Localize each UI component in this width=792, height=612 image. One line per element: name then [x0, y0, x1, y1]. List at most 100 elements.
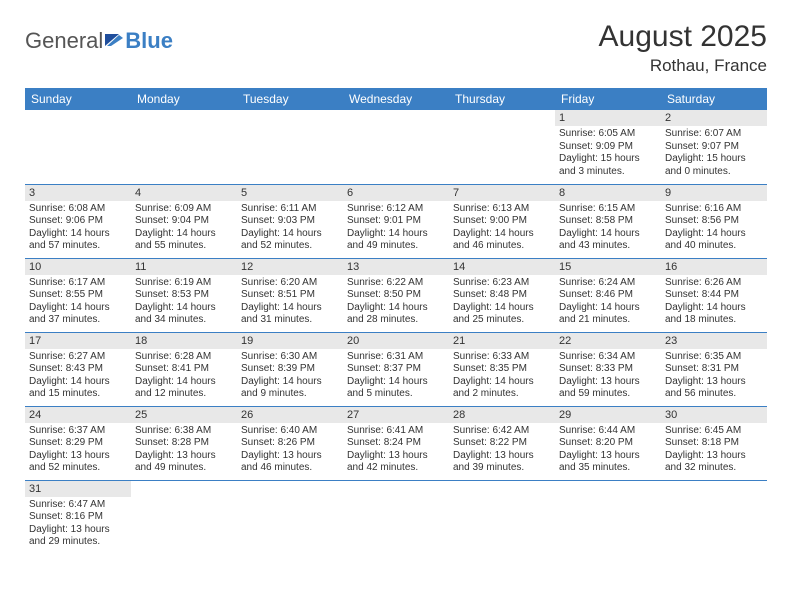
weekday-header-row: Sunday Monday Tuesday Wednesday Thursday…: [25, 88, 767, 110]
calendar-day-cell: 5Sunrise: 6:11 AMSunset: 9:03 PMDaylight…: [237, 184, 343, 258]
day-details: Sunrise: 6:16 AMSunset: 8:56 PMDaylight:…: [661, 201, 767, 257]
sunrise-text: Sunrise: 6:23 AM: [453, 277, 551, 290]
sunrise-text: Sunrise: 6:08 AM: [29, 203, 127, 216]
daylight-text: Daylight: 13 hours and 56 minutes.: [665, 376, 763, 401]
calendar-day-cell: 27Sunrise: 6:41 AMSunset: 8:24 PMDayligh…: [343, 406, 449, 480]
sunset-text: Sunset: 9:00 PM: [453, 215, 551, 228]
sunset-text: Sunset: 8:46 PM: [559, 289, 657, 302]
day-details: Sunrise: 6:08 AMSunset: 9:06 PMDaylight:…: [25, 201, 131, 257]
sunset-text: Sunset: 9:04 PM: [135, 215, 233, 228]
sunrise-text: Sunrise: 6:11 AM: [241, 203, 339, 216]
sunrise-text: Sunrise: 6:34 AM: [559, 351, 657, 364]
sunrise-text: Sunrise: 6:24 AM: [559, 277, 657, 290]
title-block: August 2025 Rothau, France: [599, 20, 767, 76]
daylight-text: Daylight: 14 hours and 55 minutes.: [135, 228, 233, 253]
calendar-day-cell: ..: [25, 110, 131, 184]
calendar-week-row: 3Sunrise: 6:08 AMSunset: 9:06 PMDaylight…: [25, 184, 767, 258]
calendar-day-cell: 8Sunrise: 6:15 AMSunset: 8:58 PMDaylight…: [555, 184, 661, 258]
sunrise-text: Sunrise: 6:45 AM: [665, 425, 763, 438]
day-number: 1: [555, 110, 661, 126]
sunrise-text: Sunrise: 6:47 AM: [29, 499, 127, 512]
daylight-text: Daylight: 14 hours and 37 minutes.: [29, 302, 127, 327]
day-details: Sunrise: 6:11 AMSunset: 9:03 PMDaylight:…: [237, 201, 343, 257]
sunrise-text: Sunrise: 6:38 AM: [135, 425, 233, 438]
sunset-text: Sunset: 8:41 PM: [135, 363, 233, 376]
daylight-text: Daylight: 13 hours and 32 minutes.: [665, 450, 763, 475]
sunset-text: Sunset: 8:26 PM: [241, 437, 339, 450]
day-details: Sunrise: 6:40 AMSunset: 8:26 PMDaylight:…: [237, 423, 343, 479]
day-details: Sunrise: 6:26 AMSunset: 8:44 PMDaylight:…: [661, 275, 767, 331]
brand-logo: General Blue: [25, 28, 173, 54]
day-details: Sunrise: 6:35 AMSunset: 8:31 PMDaylight:…: [661, 349, 767, 405]
calendar-day-cell: 24Sunrise: 6:37 AMSunset: 8:29 PMDayligh…: [25, 406, 131, 480]
day-number: 16: [661, 259, 767, 275]
calendar-day-cell: ..: [131, 110, 237, 184]
weekday-header: Saturday: [661, 88, 767, 110]
calendar-week-row: 31Sunrise: 6:47 AMSunset: 8:16 PMDayligh…: [25, 480, 767, 554]
sunrise-text: Sunrise: 6:27 AM: [29, 351, 127, 364]
page-title: August 2025: [599, 20, 767, 54]
day-details: Sunrise: 6:09 AMSunset: 9:04 PMDaylight:…: [131, 201, 237, 257]
sunset-text: Sunset: 8:33 PM: [559, 363, 657, 376]
calendar-day-cell: 28Sunrise: 6:42 AMSunset: 8:22 PMDayligh…: [449, 406, 555, 480]
daylight-text: Daylight: 13 hours and 46 minutes.: [241, 450, 339, 475]
daylight-text: Daylight: 14 hours and 5 minutes.: [347, 376, 445, 401]
calendar-day-cell: ..: [131, 480, 237, 554]
daylight-text: Daylight: 13 hours and 42 minutes.: [347, 450, 445, 475]
sunset-text: Sunset: 8:20 PM: [559, 437, 657, 450]
calendar-day-cell: 29Sunrise: 6:44 AMSunset: 8:20 PMDayligh…: [555, 406, 661, 480]
day-number: 22: [555, 333, 661, 349]
day-details: Sunrise: 6:05 AMSunset: 9:09 PMDaylight:…: [555, 126, 661, 182]
calendar-day-cell: ..: [237, 480, 343, 554]
sunset-text: Sunset: 8:35 PM: [453, 363, 551, 376]
day-details: Sunrise: 6:27 AMSunset: 8:43 PMDaylight:…: [25, 349, 131, 405]
day-details: Sunrise: 6:19 AMSunset: 8:53 PMDaylight:…: [131, 275, 237, 331]
sunrise-text: Sunrise: 6:09 AM: [135, 203, 233, 216]
calendar-day-cell: 20Sunrise: 6:31 AMSunset: 8:37 PMDayligh…: [343, 332, 449, 406]
calendar-day-cell: ..: [449, 110, 555, 184]
calendar-day-cell: ..: [661, 480, 767, 554]
calendar-day-cell: 25Sunrise: 6:38 AMSunset: 8:28 PMDayligh…: [131, 406, 237, 480]
sunset-text: Sunset: 8:29 PM: [29, 437, 127, 450]
day-details: Sunrise: 6:23 AMSunset: 8:48 PMDaylight:…: [449, 275, 555, 331]
sunrise-text: Sunrise: 6:07 AM: [665, 128, 763, 141]
sunset-text: Sunset: 8:24 PM: [347, 437, 445, 450]
day-number: 2: [661, 110, 767, 126]
daylight-text: Daylight: 14 hours and 31 minutes.: [241, 302, 339, 327]
sunset-text: Sunset: 8:51 PM: [241, 289, 339, 302]
day-details: Sunrise: 6:24 AMSunset: 8:46 PMDaylight:…: [555, 275, 661, 331]
daylight-text: Daylight: 14 hours and 25 minutes.: [453, 302, 551, 327]
calendar-day-cell: 10Sunrise: 6:17 AMSunset: 8:55 PMDayligh…: [25, 258, 131, 332]
sunset-text: Sunset: 9:03 PM: [241, 215, 339, 228]
day-number: 7: [449, 185, 555, 201]
day-number: 15: [555, 259, 661, 275]
sunset-text: Sunset: 8:53 PM: [135, 289, 233, 302]
calendar-day-cell: 11Sunrise: 6:19 AMSunset: 8:53 PMDayligh…: [131, 258, 237, 332]
weekday-header: Friday: [555, 88, 661, 110]
calendar-day-cell: 9Sunrise: 6:16 AMSunset: 8:56 PMDaylight…: [661, 184, 767, 258]
calendar-day-cell: 12Sunrise: 6:20 AMSunset: 8:51 PMDayligh…: [237, 258, 343, 332]
calendar-week-row: 10Sunrise: 6:17 AMSunset: 8:55 PMDayligh…: [25, 258, 767, 332]
sunset-text: Sunset: 8:22 PM: [453, 437, 551, 450]
day-details: Sunrise: 6:34 AMSunset: 8:33 PMDaylight:…: [555, 349, 661, 405]
daylight-text: Daylight: 15 hours and 0 minutes.: [665, 153, 763, 178]
sunrise-text: Sunrise: 6:37 AM: [29, 425, 127, 438]
calendar-day-cell: 16Sunrise: 6:26 AMSunset: 8:44 PMDayligh…: [661, 258, 767, 332]
day-number: 9: [661, 185, 767, 201]
day-details: Sunrise: 6:42 AMSunset: 8:22 PMDaylight:…: [449, 423, 555, 479]
weekday-header: Tuesday: [237, 88, 343, 110]
daylight-text: Daylight: 14 hours and 9 minutes.: [241, 376, 339, 401]
calendar-day-cell: 30Sunrise: 6:45 AMSunset: 8:18 PMDayligh…: [661, 406, 767, 480]
day-number: 10: [25, 259, 131, 275]
sunrise-text: Sunrise: 6:17 AM: [29, 277, 127, 290]
sunset-text: Sunset: 8:48 PM: [453, 289, 551, 302]
calendar-week-row: 24Sunrise: 6:37 AMSunset: 8:29 PMDayligh…: [25, 406, 767, 480]
day-details: Sunrise: 6:38 AMSunset: 8:28 PMDaylight:…: [131, 423, 237, 479]
day-details: Sunrise: 6:17 AMSunset: 8:55 PMDaylight:…: [25, 275, 131, 331]
calendar-day-cell: 4Sunrise: 6:09 AMSunset: 9:04 PMDaylight…: [131, 184, 237, 258]
calendar-body: ..........1Sunrise: 6:05 AMSunset: 9:09 …: [25, 110, 767, 554]
daylight-text: Daylight: 14 hours and 15 minutes.: [29, 376, 127, 401]
weekday-header: Wednesday: [343, 88, 449, 110]
calendar-day-cell: 1Sunrise: 6:05 AMSunset: 9:09 PMDaylight…: [555, 110, 661, 184]
daylight-text: Daylight: 14 hours and 34 minutes.: [135, 302, 233, 327]
